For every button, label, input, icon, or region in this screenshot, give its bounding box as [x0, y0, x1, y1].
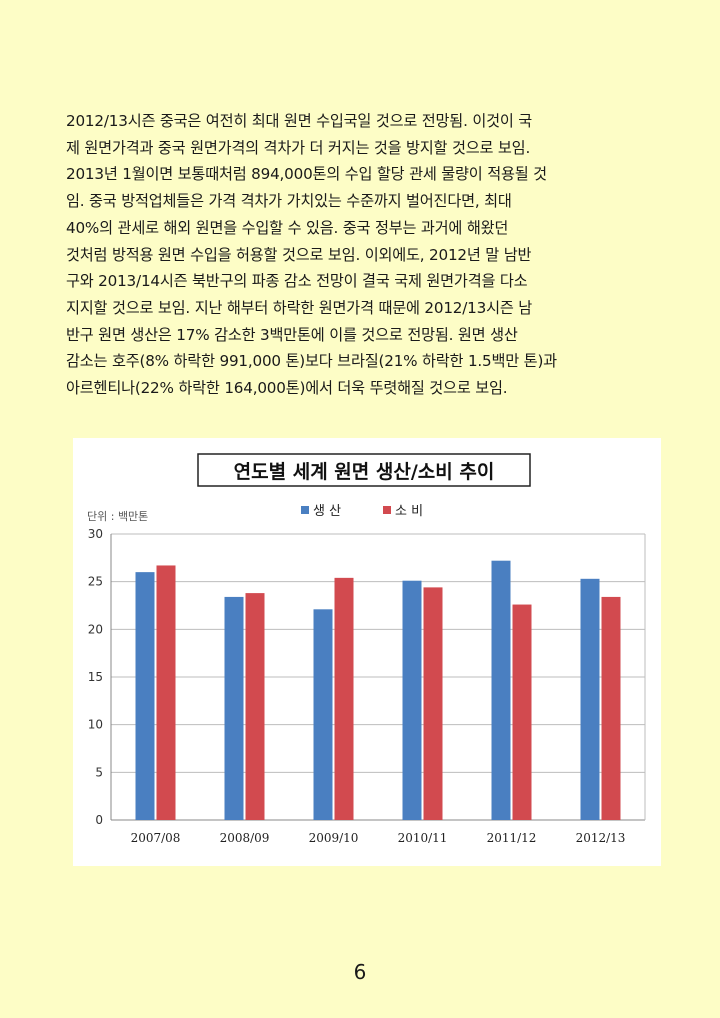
y-tick-label: 0	[95, 813, 103, 827]
bar-chart: 연도별 세계 원면 생산/소비 추이 단위 : 백만톤 생 산 소 비 0 5 10 1…	[87, 453, 646, 845]
paragraph-line: 40%의 관세로 해외 원면을 수입할 수 있음. 중국 정부는 과거에 해왔던	[66, 218, 509, 237]
paragraph-line: 반구 원면 생산은 17% 감소한 3백만톤에 이를 것으로 전망됨. 원면 생…	[66, 325, 518, 344]
y-axis: 0 5 10 15 20 25 30	[88, 527, 103, 827]
bar-production	[313, 609, 333, 820]
paragraph-line: 감소는 호주(8% 하락한 991,000 톤)보다 브라질(21% 하락한 1…	[66, 352, 557, 371]
x-tick-label: 2008/09	[220, 831, 270, 845]
bar-production	[224, 596, 244, 820]
unit-label: 단위 : 백만톤	[87, 510, 148, 523]
x-axis: 2007/08 2008/09 2009/10 2010/11 2011/12 2012/…	[131, 831, 626, 845]
page-number: 6	[353, 960, 367, 984]
paragraph-line: 임. 중국 방적업체들은 가격 격차가 가치있는 수준까지 벌어진다면, 최대	[66, 192, 512, 211]
bar-consumption	[512, 604, 532, 820]
x-tick-label: 2012/13	[576, 831, 626, 845]
paragraph-line: 지지할 것으로 보임. 지난 해부터 하락한 원면가격 때문에 2012/13시…	[66, 298, 533, 317]
y-tick-label: 5	[95, 765, 103, 779]
chart-title: 연도별 세계 원면 생산/소비 추이	[234, 461, 495, 483]
legend-swatch	[383, 506, 391, 514]
y-tick-label: 10	[88, 718, 103, 732]
x-tick-label: 2011/12	[487, 831, 537, 845]
paragraph-line: 아르헨티나(22% 하락한 164,000톤)에서 더욱 뚜렷해질 것으로 보임…	[66, 379, 508, 398]
chart-figure: 연도별 세계 원면 생산/소비 추이 단위 : 백만톤 생 산 소 비 0 5 10 1…	[73, 438, 661, 866]
y-tick-label: 30	[88, 527, 103, 541]
bars	[135, 560, 621, 820]
x-tick-label: 2010/11	[398, 831, 448, 845]
legend-label: 소 비	[395, 504, 423, 519]
legend-label: 생 산	[313, 504, 341, 519]
paragraph-line: 2013년 1월이면 보통때처럼 894,000톤의 수입 할당 관세 물량이 …	[66, 165, 547, 184]
x-tick-label: 2009/10	[309, 831, 359, 845]
paragraph-line: 것처럼 방적용 원면 수입을 허용할 것으로 보임. 이외에도, 2012년 말…	[66, 245, 532, 264]
bar-consumption	[601, 596, 621, 820]
paragraph-line: 제 원면가격과 중국 원면가격의 격차가 더 커지는 것을 방지할 것으로 보임…	[66, 138, 531, 157]
body-paragraph: 2012/13시즌 중국은 여전히 최대 원면 수입국일 것으로 전망됨. 이것…	[66, 108, 666, 402]
bar-production	[580, 578, 600, 820]
bar-consumption	[245, 593, 265, 820]
x-tick-label: 2007/08	[131, 831, 181, 845]
bar-production	[135, 572, 155, 820]
y-tick-label: 15	[88, 670, 103, 684]
legend-swatch	[301, 506, 309, 514]
bar-production	[491, 560, 511, 820]
paragraph-line: 구와 2013/14시즌 북반구의 파종 감소 전망이 결국 국제 원면가격을 …	[66, 272, 528, 291]
bar-consumption	[156, 565, 176, 820]
paragraph-line: 2012/13시즌 중국은 여전히 최대 원면 수입국일 것으로 전망됨. 이것…	[66, 112, 533, 130]
bar-consumption	[423, 587, 443, 820]
bar-production	[402, 580, 422, 820]
y-tick-label: 25	[88, 575, 103, 589]
bar-consumption	[334, 577, 354, 820]
chart-title-box	[197, 453, 531, 487]
y-tick-label: 20	[88, 622, 103, 636]
gridlines	[110, 533, 646, 821]
